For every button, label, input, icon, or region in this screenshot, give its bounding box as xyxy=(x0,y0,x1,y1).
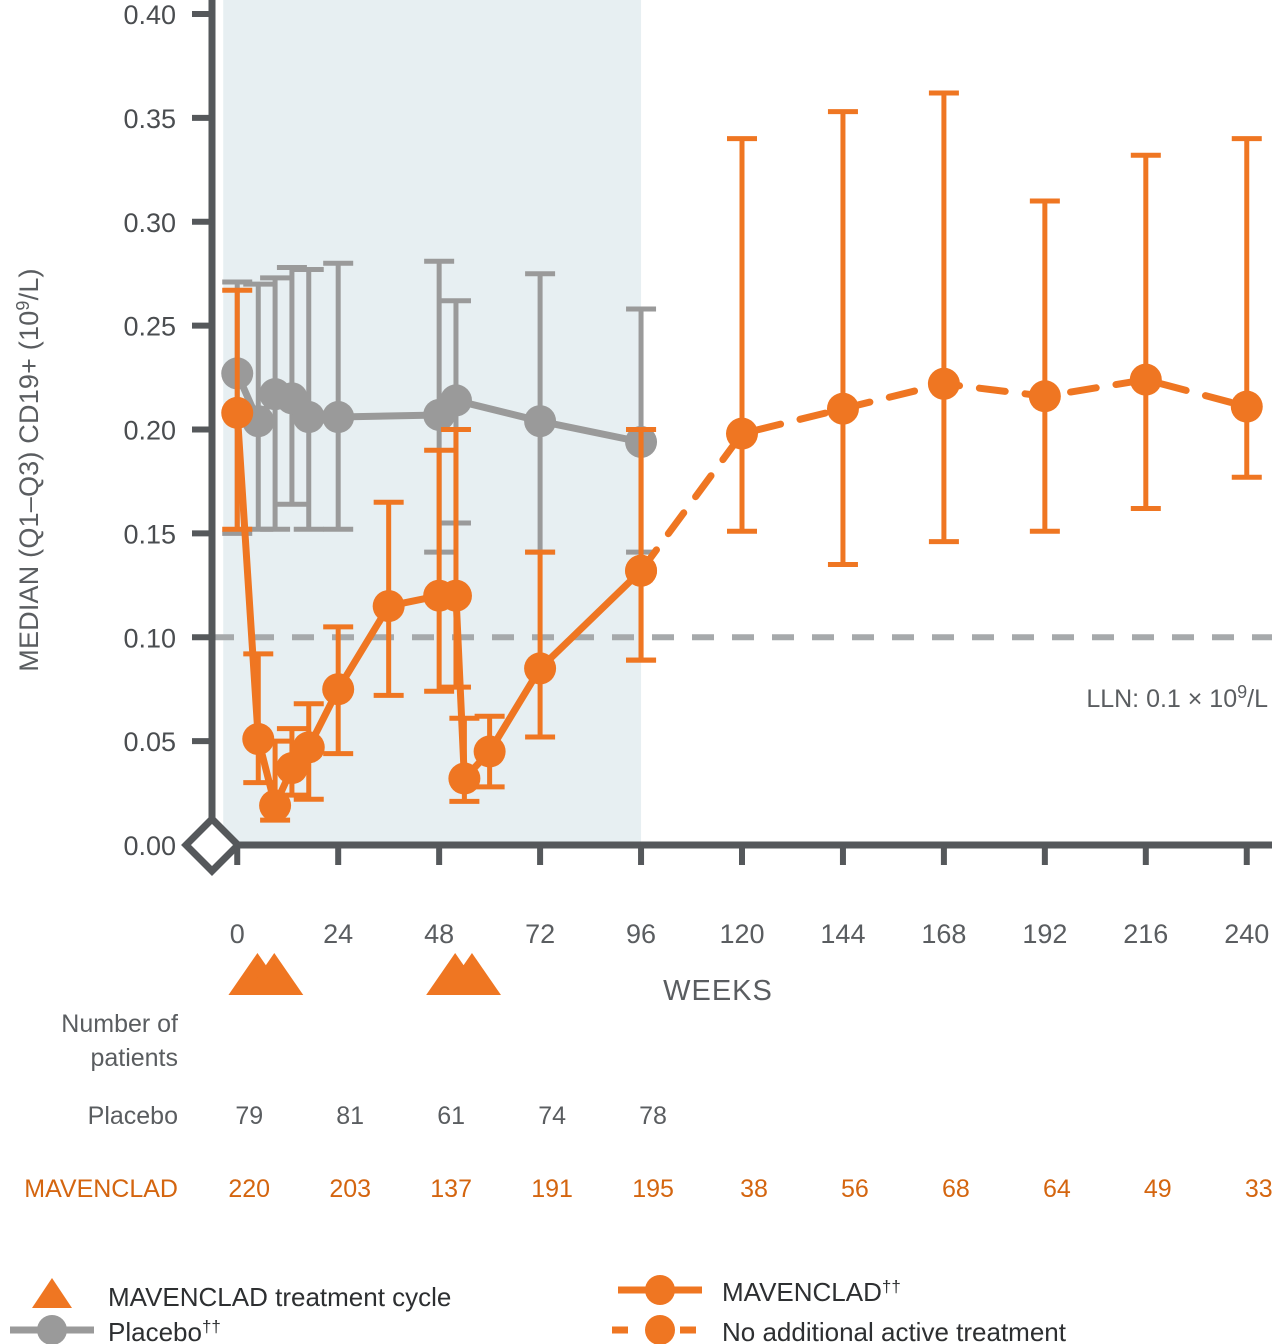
patient-counts-header-line1: Number of xyxy=(61,1010,178,1038)
data-point xyxy=(259,789,292,822)
patient-count-value: 220 xyxy=(228,1175,270,1203)
data-point xyxy=(1230,390,1263,423)
y-axis-title: MEDIAN (Q1–Q3) CD19+ (109/L) xyxy=(13,268,44,672)
error-bar xyxy=(293,267,324,532)
x-tick-label-168: 168 xyxy=(921,919,966,949)
x-tick-label-72: 72 xyxy=(525,919,555,949)
patient-count-value: 78 xyxy=(639,1102,667,1130)
error-bar xyxy=(1130,152,1161,511)
data-point xyxy=(439,579,472,612)
y-tick-label-0.20: 0.20 xyxy=(123,416,176,446)
data-point xyxy=(292,401,325,434)
data-point xyxy=(625,554,658,587)
data-point xyxy=(1129,363,1162,396)
data-point xyxy=(448,762,481,795)
treatment-cycle-triangle xyxy=(245,953,304,995)
legend-marker-icon xyxy=(645,1275,675,1305)
patient-counts-row-label-mavenclad: MAVENCLAD xyxy=(24,1175,178,1203)
x-tick-label-216: 216 xyxy=(1123,919,1168,949)
data-point xyxy=(322,401,355,434)
patient-count-value: 38 xyxy=(740,1175,768,1203)
patient-count-value: 74 xyxy=(538,1102,566,1130)
x-tick-label-144: 144 xyxy=(820,919,865,949)
patient-counts-table: Number of patients Placebo 79 81 61 74 78 MAVENC… xyxy=(24,1010,1272,1203)
data-point xyxy=(439,384,472,417)
series-no-additional-treatment xyxy=(625,90,1263,663)
treatment-cycle-triangle xyxy=(442,953,501,995)
data-point xyxy=(524,405,557,438)
x-tick-label-96: 96 xyxy=(626,919,656,949)
error-bar xyxy=(626,427,657,663)
patient-count-value: 68 xyxy=(942,1175,970,1203)
patient-count-value: 191 xyxy=(531,1175,573,1203)
y-tick-label-0.05: 0.05 xyxy=(123,727,176,757)
error-bar xyxy=(1231,136,1262,480)
patient-count-value: 79 xyxy=(235,1102,263,1130)
data-point xyxy=(473,735,506,768)
x-axis-title: WEEKS xyxy=(663,975,773,1007)
x-tick-label-240: 240 xyxy=(1224,919,1269,949)
x-tick-label-0: 0 xyxy=(230,919,245,949)
y-tick-label-0.30: 0.30 xyxy=(123,208,176,238)
chart-legend: MAVENCLAD treatment cycle MAVENCLAD†† Plac… xyxy=(10,1275,1067,1344)
axes-layer: 0.00 0.05 0.10 0.15 0.20 0.25 0.30 0.35 0.40 0 24 4… xyxy=(123,0,1272,949)
data-point xyxy=(927,367,960,400)
legend-triangle-icon xyxy=(32,1278,72,1308)
patient-count-value: 33 xyxy=(1245,1175,1273,1203)
series-mavenclad xyxy=(221,287,658,823)
x-tick-label-48: 48 xyxy=(424,919,454,949)
patient-count-value: 81 xyxy=(336,1102,364,1130)
patient-counts-row-label-placebo: Placebo xyxy=(88,1102,178,1130)
legend-label-mavenclad: MAVENCLAD†† xyxy=(722,1277,901,1307)
legend-marker-icon xyxy=(645,1315,675,1344)
x-tick-label-24: 24 xyxy=(323,919,353,949)
data-point xyxy=(242,723,275,756)
patient-count-value: 64 xyxy=(1043,1175,1071,1203)
data-point xyxy=(322,673,355,706)
patient-count-value: 61 xyxy=(437,1102,465,1130)
y-tick-label-0.40: 0.40 xyxy=(123,0,176,30)
error-bar xyxy=(1029,198,1060,534)
y-tick-label-0.25: 0.25 xyxy=(123,312,176,342)
y-tick-label-0.35: 0.35 xyxy=(123,104,176,134)
data-point xyxy=(726,417,758,450)
data-point xyxy=(524,652,557,685)
lln-reference-label: LLN: 0.1 × 109/L xyxy=(1086,682,1268,713)
patient-count-value: 49 xyxy=(1144,1175,1172,1203)
patient-count-value: 195 xyxy=(632,1175,674,1203)
error-bar xyxy=(727,136,757,534)
patient-count-value: 56 xyxy=(841,1175,869,1203)
legend-marker-icon xyxy=(37,1315,67,1344)
patient-count-value: 137 xyxy=(430,1175,472,1203)
error-bar xyxy=(525,549,556,740)
error-bar xyxy=(928,90,959,545)
data-point xyxy=(372,590,405,623)
error-bar xyxy=(424,447,455,694)
treatment-cycle-markers xyxy=(228,953,501,995)
x-tick-label-120: 120 xyxy=(719,919,764,949)
plot-layer xyxy=(212,90,1272,823)
legend-label-no-additional-treatment: No additional active treatment xyxy=(722,1317,1067,1344)
data-point xyxy=(292,731,325,764)
data-point xyxy=(1028,380,1061,413)
y-tick-label-0.15: 0.15 xyxy=(123,519,176,549)
data-point xyxy=(826,392,859,425)
axis-break-diamond xyxy=(181,814,243,876)
error-bar xyxy=(827,109,858,568)
patient-count-value: 203 xyxy=(329,1175,371,1203)
legend-label-placebo: Placebo†† xyxy=(108,1317,221,1344)
x-tick-label-192: 192 xyxy=(1022,919,1067,949)
series-placebo xyxy=(221,258,658,555)
data-point xyxy=(221,396,254,429)
y-tick-label-0.00: 0.00 xyxy=(123,831,176,861)
y-tick-label-0.10: 0.10 xyxy=(123,623,176,653)
legend-label-treatment-cycle: MAVENCLAD treatment cycle xyxy=(108,1282,451,1312)
patient-counts-header-line2: patients xyxy=(90,1044,178,1072)
error-bar xyxy=(323,260,354,532)
